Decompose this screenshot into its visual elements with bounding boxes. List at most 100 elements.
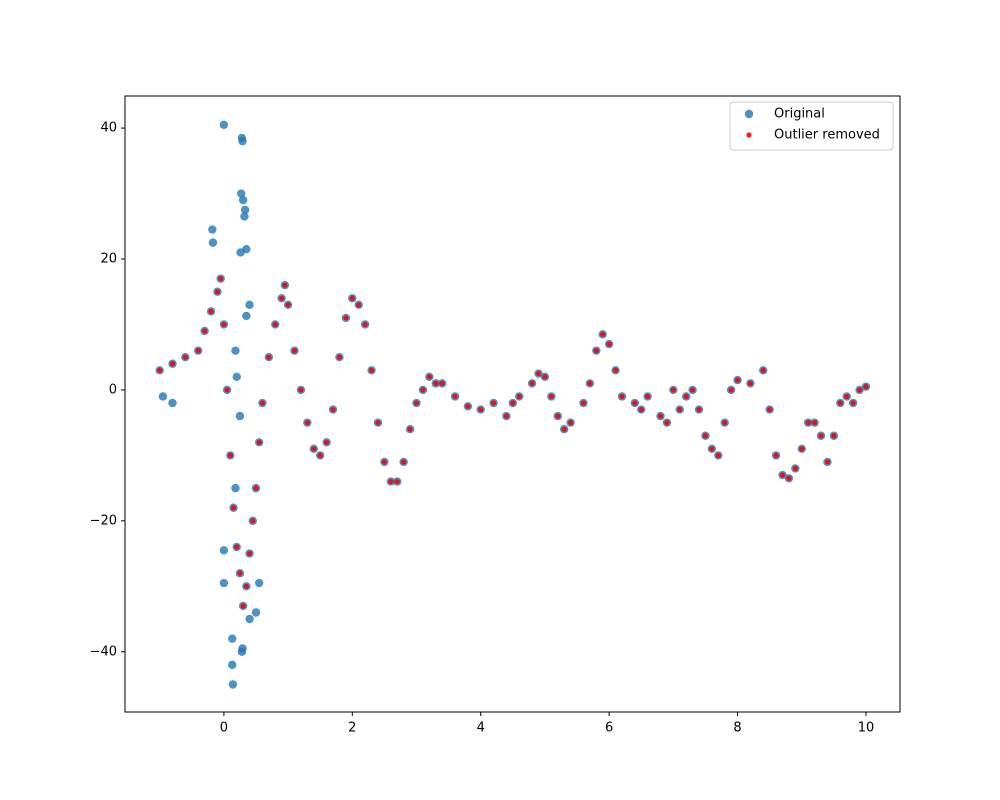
point [587,380,593,386]
point [677,406,683,413]
point [253,485,259,491]
legend-label: Outlier removed [774,128,880,143]
point [510,400,516,406]
point [850,400,856,406]
point [722,420,728,426]
point [279,295,285,301]
y-tick-label: −20 [90,513,117,528]
point [657,413,664,419]
point [311,446,317,452]
point [246,550,253,557]
point [381,459,388,465]
legend-marker [744,109,754,119]
point [243,583,249,589]
point [169,361,176,367]
point [356,302,362,308]
point [251,608,261,617]
point [208,308,214,314]
point [426,374,432,380]
point [240,603,246,609]
y-tick-label: 40 [100,121,117,136]
point [317,452,323,458]
point [158,392,168,401]
point [683,393,689,400]
point [230,505,237,511]
point [256,439,262,445]
point [228,634,237,643]
point [734,377,741,383]
point [555,413,561,419]
legend: Original Outlier removed [729,101,894,151]
point [168,398,177,408]
point [336,354,343,360]
point [228,660,237,670]
point [349,295,355,301]
point [690,387,696,393]
point [516,393,522,400]
point [224,387,230,393]
point [245,614,254,624]
point [368,367,375,373]
point [330,406,336,413]
point [242,311,251,321]
x-tick-label: 4 [477,721,485,736]
point [237,570,243,576]
point [593,348,599,354]
point [202,328,208,334]
point [452,393,458,400]
point [238,136,247,146]
point [632,400,638,406]
point [619,393,625,400]
point [709,446,715,452]
point [696,406,702,413]
point [805,420,811,426]
legend-label: Original [774,107,825,122]
point [773,452,779,458]
point [767,406,773,413]
x-tick-label: 8 [733,721,741,736]
point [272,321,278,328]
point [259,400,266,406]
point [208,225,217,234]
point [420,387,426,393]
point [238,195,248,205]
point [606,341,612,347]
plot-area [155,120,871,689]
point [799,446,805,452]
legend-marker [746,132,752,138]
point [401,459,407,465]
point [503,413,510,419]
point [221,321,227,328]
point [266,354,272,360]
point [227,452,233,458]
point [282,282,288,288]
point [837,400,843,406]
x-tick-label: 0 [220,721,228,736]
point [535,370,542,377]
point [792,465,798,472]
point [561,426,567,432]
y-tick-label: 20 [100,252,117,267]
point [433,380,439,386]
point [407,426,413,432]
point [715,452,721,458]
point [465,403,471,409]
x-tick-label: 6 [605,721,613,736]
point [568,420,574,426]
point [728,387,734,393]
point [831,433,837,439]
y-tick-label: −40 [90,644,117,659]
point [254,578,264,588]
y-tick-label: 0 [109,382,117,397]
point [235,411,245,421]
point [214,289,221,295]
legend-box [729,101,894,151]
x-tick-label: 10 [858,721,875,736]
point [548,393,554,400]
point [786,475,792,481]
point [228,680,238,689]
point [250,518,256,524]
point [779,472,786,478]
point [542,374,548,380]
point [157,367,163,373]
